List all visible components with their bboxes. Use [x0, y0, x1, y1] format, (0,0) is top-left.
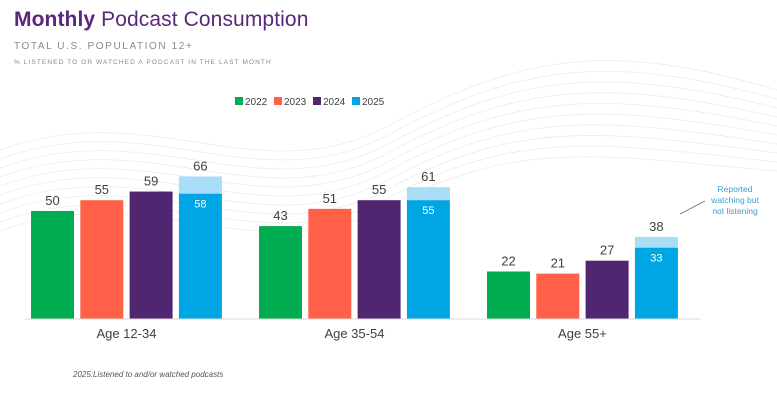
bar-2024 [357, 200, 401, 319]
annotation-text: Reported watching but not listening [710, 184, 759, 216]
x-axis-tick-labels: Age 12-34 Age 35-54 Age 55+ [96, 326, 606, 341]
data-label-2024: 55 [372, 182, 386, 197]
legend-label-2023: 2023 [284, 97, 307, 108]
data-label-2023: 51 [323, 191, 337, 206]
legend-swatch-2024 [313, 97, 321, 105]
bar-2025-watching-only [178, 176, 222, 194]
legend-label-2024: 2024 [323, 97, 346, 108]
chart-title: Monthly Podcast Consumption [14, 8, 308, 32]
bars-layer [31, 176, 678, 319]
annotation-leader-line [679, 200, 706, 215]
legend-label-2025: 2025 [362, 97, 385, 108]
chart-title-rest: Podcast Consumption [101, 8, 309, 31]
chart-subtitle: TOTAL U.S. POPULATION 12+ [14, 41, 194, 52]
bar-2023 [308, 208, 352, 319]
background-wave-line [0, 92, 777, 179]
bar-2025-listened [634, 247, 678, 319]
data-label-2025: 66 [193, 158, 207, 173]
data-label-2022: 22 [501, 253, 515, 268]
data-labels-layer: 50 55 59 58 66 43 51 55 55 61 22 21 27 33 38 [45, 158, 663, 270]
bar-2022 [487, 271, 530, 319]
data-label-2022: 50 [45, 193, 59, 208]
legend-label-2022: 2022 [245, 97, 268, 108]
bar-2025-watching-only [634, 236, 678, 248]
data-label-2025-listened: 55 [422, 205, 434, 217]
background-wave-line [0, 71, 777, 161]
chart-legend: 2022 2023 2024 2025 [235, 97, 385, 108]
legend-swatch-2022 [235, 97, 243, 105]
data-label-2023: 21 [551, 256, 565, 271]
data-label-2024: 59 [144, 174, 158, 189]
bar-2023 [536, 273, 580, 319]
background-wave-line [0, 60, 777, 152]
bar-2024 [129, 191, 173, 319]
background-wave-line [0, 103, 777, 188]
data-label-2024: 27 [600, 243, 614, 258]
bar-2025-listened [178, 193, 222, 319]
legend-swatch-2023 [274, 97, 282, 105]
chart-title-bold: Monthly [14, 8, 96, 31]
bar-2025-listened [406, 200, 450, 319]
x-tick-label: Age 55+ [558, 326, 607, 341]
bar-2025-watching-only [406, 187, 450, 201]
legend-swatch-2025 [352, 97, 360, 105]
chart-measure-note: % LISTENED TO OR WATCHED A PODCAST IN TH… [14, 59, 272, 66]
data-label-2025: 38 [649, 219, 663, 234]
annotation: Reported watching but not listening [679, 184, 759, 216]
bar-2022 [259, 226, 302, 319]
background-wave-line [0, 124, 777, 206]
background-wave-line [0, 113, 777, 197]
x-tick-label: Age 12-34 [96, 326, 156, 341]
background-wave-line [0, 81, 777, 170]
data-label-2025: 61 [421, 169, 435, 184]
data-label-2022: 43 [273, 208, 287, 223]
bar-2024 [585, 260, 629, 319]
data-label-2025-listened: 33 [650, 253, 662, 265]
data-label-2023: 55 [95, 182, 109, 197]
data-label-2025-listened: 58 [194, 199, 206, 211]
x-tick-label: Age 35-54 [324, 326, 384, 341]
bar-2023 [80, 200, 124, 319]
footnote: 2025:Listened to and/or watched podcasts [73, 370, 224, 379]
bar-2022 [31, 211, 74, 319]
